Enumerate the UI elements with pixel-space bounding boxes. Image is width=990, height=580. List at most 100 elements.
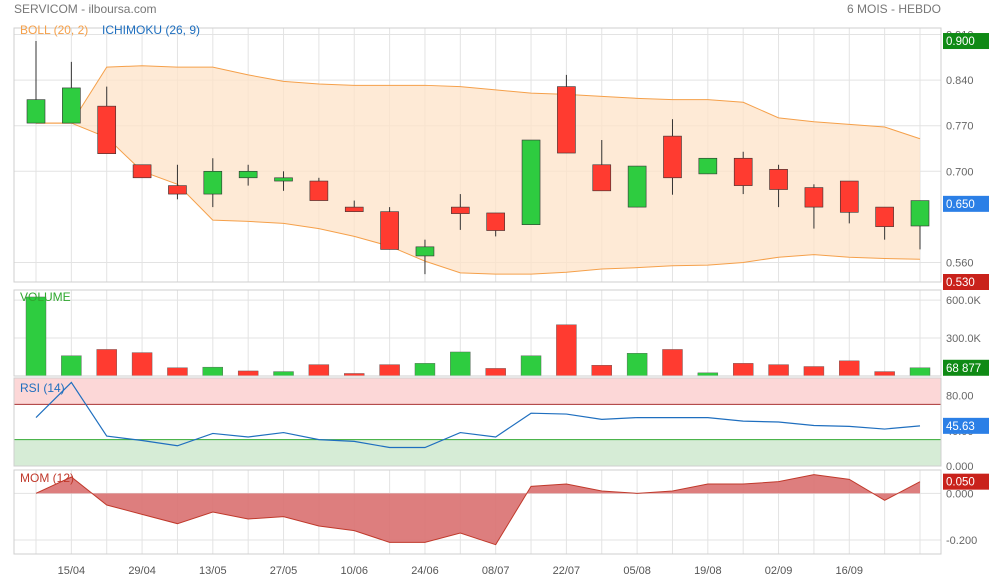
volume-bar [839,360,860,377]
volume-panel-frame [13,289,942,377]
volume-bar [556,324,577,377]
volume-bar [96,349,117,377]
volume-bar [662,349,683,377]
volume-bar [308,364,330,377]
volume-bar [803,366,825,377]
volume-bar [909,367,931,377]
candle-body [733,157,753,186]
x-tick-label: 29/04 [128,565,156,577]
price-badge-high-bg [943,33,989,50]
volume-bar [520,355,542,377]
volume-bar [379,364,400,377]
mom-area [36,474,920,545]
bollinger-band-fill [36,65,920,275]
candle-body [769,169,788,190]
price-tick-label: 0.560 [946,257,974,269]
rsi-panel-frame [13,377,942,467]
x-tick-label: 08/07 [482,565,510,577]
legend-ichimoku: ICHIMOKU (26, 9) [102,23,200,37]
mom-line [35,474,921,546]
mom-label: MOM (12) [20,471,74,485]
rsi-badge: 45.63 [946,421,975,433]
volume-tick-label: 300.0K [946,333,982,345]
x-tick-label: 15/04 [58,565,86,577]
volume-bar [626,353,648,377]
volume-bar [61,355,82,377]
candle-body [627,165,647,208]
candle-body [415,246,435,257]
candle-body [910,200,930,227]
price-tick-label: 0.700 [946,166,974,178]
candle-body [486,212,505,231]
price-badge-last: 0.650 [946,199,975,211]
candle-body [97,105,117,154]
x-tick-label: 13/05 [199,565,227,577]
volume-tick-label: 600.0K [946,295,982,307]
volume-bar [733,363,754,377]
candle-body [557,86,576,154]
volume-bar [237,370,259,377]
volume-bar [591,365,612,377]
legend-boll: BOLL (20, 2) [20,23,88,37]
candle-body [698,157,718,175]
price-tick-label: 0.840 [946,75,974,87]
candle-body [168,185,187,195]
x-tick-label: 10/06 [340,565,368,577]
price-badge-low: 0.530 [946,277,975,289]
candle-body [309,180,329,201]
x-tick-label: 05/08 [623,565,651,577]
price-badge-high: 0.900 [946,36,975,48]
x-tick-label: 27/05 [270,565,298,577]
candle-body [26,99,46,124]
candle-body [875,206,894,227]
candle-body [132,164,152,179]
x-tick-label: 19/08 [694,565,722,577]
x-tick-label: 02/09 [765,565,793,577]
x-tick-label: 24/06 [411,565,439,577]
rsi-line [35,381,921,449]
candle-body [344,206,364,212]
price-tick-label: 0.770 [946,121,974,133]
price-panel-frame [13,27,942,283]
mom-badge-bg [943,473,989,490]
chart-title: SERVICOM - ilboursa.com [14,2,157,16]
mom-tick-label: -0.200 [946,535,977,547]
volume-label: VOLUME [20,290,71,304]
bollinger-upper-line [36,65,921,140]
mom-panel-frame [13,469,942,555]
volume-bar [768,364,789,377]
volume-bar [202,366,224,377]
volume-badge-bg [943,359,989,376]
rsi-tick-label: 80.00 [946,391,974,403]
candle-body [62,87,81,124]
x-tick-label: 16/09 [836,565,864,577]
candle-body [380,211,399,250]
candle-body [451,206,470,214]
rsi-label: RSI (14) [20,381,65,395]
volume-bar [485,368,506,377]
volume-bar [874,371,895,377]
price-badge-low-bg [943,274,989,290]
candle-body [804,187,824,208]
candle-body [839,180,859,213]
candle-body [238,170,258,179]
rsi-oversold-zone [14,439,941,466]
x-tick-label: 22/07 [553,565,581,577]
mom-tick-label: 0.000 [946,488,974,500]
chart-period: 6 MOIS - HEBDO [846,2,941,16]
rsi-badge-bg [943,417,989,434]
volume-bar [131,352,153,377]
candle-body [203,170,223,195]
volume-bar [25,296,47,377]
volume-badge: 68 877 [946,363,981,375]
price-badge-last-bg [943,195,989,212]
volume-bar [167,367,188,377]
mom-badge: 0.050 [946,477,975,489]
candle-body [592,164,612,192]
candle-body [663,135,682,179]
candle-body [521,139,541,225]
volume-bar [414,363,436,377]
rsi-overbought-zone [14,378,941,405]
volume-bar [273,371,294,377]
